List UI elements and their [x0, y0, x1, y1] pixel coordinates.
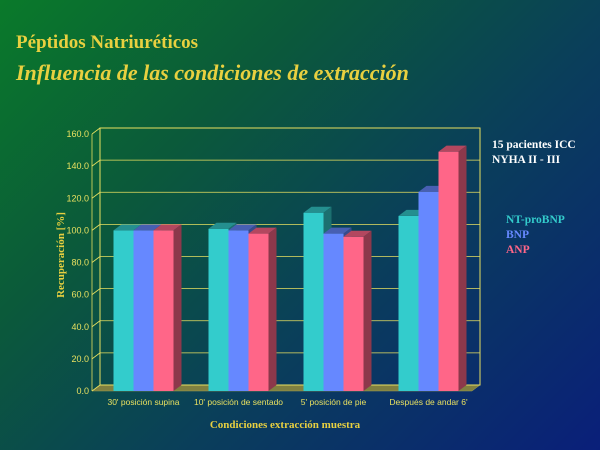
bar-bnp-3	[418, 191, 439, 391]
bar-bnp-1	[228, 230, 249, 391]
bar-top	[323, 227, 352, 234]
legend-item-anp: ANP	[506, 244, 530, 256]
gridline-depth	[91, 127, 101, 135]
x-tick-label: 10' posición de sentado	[194, 397, 283, 407]
bar-top	[113, 224, 142, 231]
legend-item-bnp: BNP	[506, 229, 529, 241]
patients-note: 15 pacientes ICC	[492, 139, 576, 151]
bar-anp-1	[248, 233, 269, 391]
bar-side	[173, 224, 182, 391]
bar-nt-probnp-0	[113, 230, 134, 391]
y-tick-label: 0.0	[76, 386, 89, 396]
bar-top	[228, 224, 257, 231]
gridline-depth	[91, 191, 101, 199]
gridline-depth	[91, 159, 101, 167]
nyha-note: NYHA II - III	[492, 154, 561, 166]
bar-top	[343, 230, 372, 237]
bar-nt-probnp-3	[398, 215, 419, 391]
bar-nt-probnp-2	[303, 212, 324, 391]
chart-bars	[113, 145, 467, 391]
gridline-depth	[91, 224, 101, 231]
y-tick-label: 80.0	[71, 258, 89, 268]
y-tick-labels: 0.0 20.0 40.0 60.0 80.0 100.0 120.0 140.0 160.0	[66, 129, 89, 396]
x-tick-label: 5' posición de pie	[301, 397, 367, 407]
y-tick-label: 40.0	[71, 322, 89, 332]
y-axis-label: Recuperación [%]	[55, 212, 67, 298]
bar-anp-2	[343, 236, 364, 391]
x-tick-label: 30' posición supina	[107, 397, 179, 407]
slide-title: Péptidos Natriuréticos	[16, 32, 199, 53]
x-axis-label: Condiciones extracción muestra	[210, 419, 361, 431]
y-tick-label: 100.0	[66, 225, 89, 235]
bar-bnp-0	[133, 230, 154, 391]
bar-side	[268, 227, 277, 391]
bar-anp-3	[438, 151, 459, 391]
bar-anp-0	[153, 230, 174, 391]
bar-top	[153, 224, 182, 231]
bar-top	[303, 206, 332, 213]
y-tick-label: 140.0	[66, 161, 89, 171]
bar-nt-probnp-1	[208, 228, 229, 391]
slide-subtitle: Influencia de las condiciones de extracc…	[16, 60, 409, 85]
gridline-depth	[91, 320, 101, 328]
bar-top	[208, 222, 237, 229]
y-tick-label: 60.0	[71, 290, 89, 300]
legend-item-nt-probnp: NT-proBNP	[506, 214, 565, 226]
y-tick-label: 160.0	[66, 129, 89, 139]
bar-side	[363, 230, 372, 391]
y-tick-label: 20.0	[71, 354, 89, 364]
y-tick-label: 120.0	[66, 193, 89, 203]
x-tick-labels: 30' posición supina 10' posición de senta…	[107, 397, 467, 407]
bar-top	[133, 224, 162, 231]
gridline-depth	[91, 352, 101, 360]
bar-top	[438, 145, 467, 152]
gridline-depth	[91, 288, 101, 295]
gridline-depth	[91, 256, 101, 263]
gridline-depth	[91, 384, 101, 392]
x-tick-label: Después de andar 6'	[389, 397, 468, 407]
bar-bnp-2	[323, 233, 344, 391]
bar-side	[458, 145, 467, 391]
bar-top	[248, 227, 277, 234]
